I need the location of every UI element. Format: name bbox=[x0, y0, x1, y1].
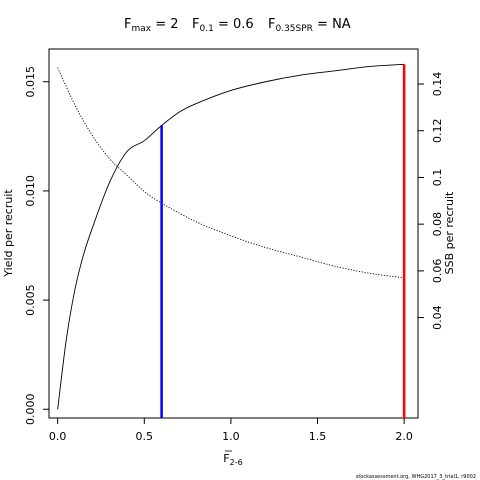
plot-frame bbox=[48, 48, 419, 419]
y2-axis-title: SSB per recruit bbox=[443, 191, 456, 274]
y-axis-left: 0.000 0.005 0.010 0.015 bbox=[24, 66, 50, 426]
y-axis-title: Yield per recruit bbox=[2, 189, 15, 278]
credit-text: stockassessment.org, WHG2017_3_trial1, r… bbox=[356, 474, 476, 480]
y2-tick-label: 0.04 bbox=[431, 305, 444, 330]
f01-label: F0.1 = 0.6 bbox=[192, 17, 254, 34]
y-tick-label: 0.015 bbox=[24, 66, 37, 98]
y2-tick-label: 0.14 bbox=[431, 72, 444, 97]
x-tick-label: 0.0 bbox=[49, 430, 67, 443]
y2-tick-label: 0.1 bbox=[431, 169, 444, 187]
fmax-label: Fmax = 2 bbox=[124, 17, 179, 34]
series-layer bbox=[57, 63, 405, 410]
x-axis-title: F2-6 bbox=[223, 452, 242, 467]
x-tick-label: 1.0 bbox=[222, 430, 240, 443]
y-tick-label: 0.010 bbox=[24, 175, 37, 207]
ssb-per-recruit-line bbox=[57, 67, 405, 279]
x-tick-label: 0.5 bbox=[136, 430, 154, 443]
y-tick-label: 0.000 bbox=[24, 394, 37, 426]
y2-tick-label: 0.06 bbox=[431, 259, 444, 284]
y2-tick-label: 0.08 bbox=[431, 212, 444, 237]
x-tick-label: 1.5 bbox=[309, 430, 327, 443]
y2-tick-label: 0.12 bbox=[431, 118, 444, 143]
fspr-label: F0.35SPR = NA bbox=[268, 17, 351, 34]
y-axis-right: 0.04 0.06 0.08 0.1 0.12 0.14 bbox=[417, 72, 444, 330]
x-axis: 0.0 0.5 1.0 1.5 2.0 bbox=[49, 417, 413, 443]
x-tick-label: 2.0 bbox=[395, 430, 413, 443]
reference-lines bbox=[160, 64, 406, 418]
yield-per-recruit-line bbox=[57, 63, 405, 410]
y-tick-label: 0.005 bbox=[24, 284, 37, 316]
